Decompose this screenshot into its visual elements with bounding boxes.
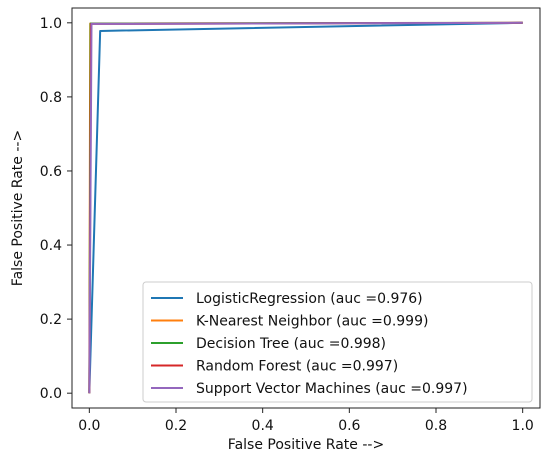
x-axis-ticks: 0.0 0.2 0.4 0.6 0.8 1.0 — [78, 408, 534, 434]
y-axis-label: False Positive Rate --> — [10, 130, 26, 286]
legend-label: Decision Tree (auc =0.998) — [196, 336, 386, 352]
roc-curve-1 — [88, 21, 523, 394]
legend-label: Support Vector Machines (auc =0.997) — [196, 381, 468, 397]
y-tick-label: 0.8 — [40, 90, 62, 106]
x-tick-label: 0.2 — [165, 418, 187, 434]
series-layer — [88, 21, 523, 394]
legend-label: Random Forest (auc =0.997) — [196, 359, 398, 375]
roc-curve-5 — [88, 21, 523, 394]
y-axis-ticks: 0.0 0.2 0.4 0.6 0.8 1.0 — [40, 16, 72, 402]
y-tick-label: 0.2 — [40, 312, 62, 328]
legend-box — [142, 281, 533, 403]
x-tick-label: 0.8 — [425, 418, 447, 434]
legend-label: LogisticRegression (auc =0.976) — [196, 291, 423, 307]
x-tick-label: 0.6 — [338, 418, 360, 434]
x-tick-label: 0.0 — [78, 418, 100, 434]
legend-items: LogisticRegression (auc =0.976) K-Nearest… — [151, 291, 468, 397]
x-axis-label: False Positive Rate --> — [228, 437, 384, 453]
y-tick-label: 1.0 — [40, 16, 62, 32]
legend-label: K-Nearest Neighbor (auc =0.999) — [196, 314, 428, 330]
y-tick-label: 0.0 — [40, 386, 62, 402]
x-tick-label: 1.0 — [512, 418, 534, 434]
x-tick-label: 0.4 — [252, 418, 274, 434]
y-tick-label: 0.4 — [40, 238, 62, 254]
plot-frame — [71, 7, 541, 409]
y-tick-label: 0.6 — [40, 164, 62, 180]
legend: LogisticRegression (auc =0.976) K-Nearest… — [142, 281, 533, 403]
